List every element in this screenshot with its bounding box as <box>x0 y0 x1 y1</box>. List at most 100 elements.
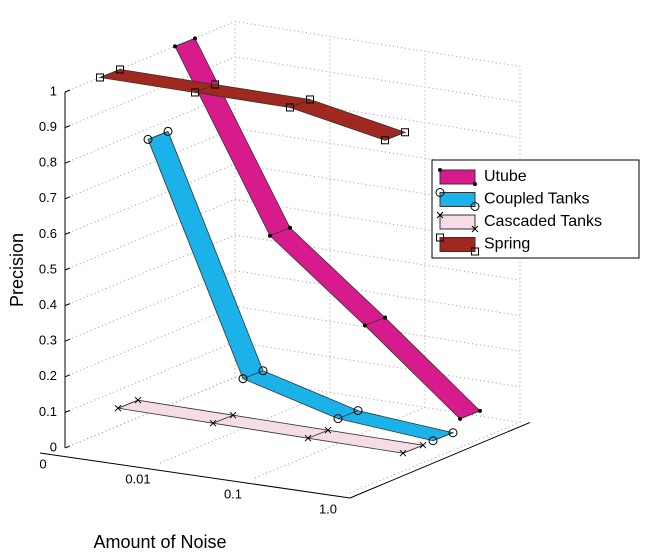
marker <box>116 65 124 74</box>
legend-swatch <box>439 169 476 185</box>
y-tick <box>64 89 71 93</box>
y-tick-label: 0.2 <box>39 368 57 383</box>
ribbon-edge <box>117 399 139 409</box>
grid-line <box>64 56 521 129</box>
marker <box>458 416 462 421</box>
marker <box>438 168 442 172</box>
ribbon <box>98 69 407 141</box>
y-tick <box>64 409 71 413</box>
marker <box>436 233 444 242</box>
grid-line <box>254 51 426 479</box>
marker <box>304 434 312 442</box>
y-tick-label: 0 <box>50 439 57 454</box>
x-axis-title: Amount of Noise <box>93 532 226 552</box>
ribbon-edge <box>174 37 196 47</box>
x-tick-label: 0.1 <box>224 486 242 501</box>
legend-label: Coupled Tanks <box>484 191 590 208</box>
ribbon-edge <box>402 444 424 454</box>
marker <box>306 95 314 104</box>
y-tick-label: 0.9 <box>39 119 57 134</box>
marker <box>383 315 387 320</box>
y-tick <box>64 374 71 378</box>
y-tick <box>64 160 71 164</box>
marker <box>173 44 177 49</box>
marker <box>428 436 438 446</box>
y-tick-label: 0.6 <box>39 226 57 241</box>
ribbon-edge <box>432 432 454 442</box>
y-tick-label: 0.5 <box>39 261 57 276</box>
marker <box>288 225 292 230</box>
legend-label: Utube <box>484 168 527 185</box>
y-tick-label: 0.4 <box>39 297 57 312</box>
legend-swatch <box>439 192 476 207</box>
marker <box>134 396 142 404</box>
x-tick-label: 1.0 <box>319 501 337 516</box>
marker <box>143 134 153 144</box>
marker <box>114 404 122 412</box>
grid-line <box>64 21 236 449</box>
legend-swatch <box>439 214 476 230</box>
legend-swatch <box>439 237 476 252</box>
y-tick <box>64 303 71 307</box>
marker <box>471 225 479 233</box>
marker <box>191 88 199 97</box>
marker <box>96 73 104 82</box>
ribbon-edge <box>269 227 291 237</box>
marker <box>163 126 173 136</box>
marker <box>229 411 237 419</box>
grid-line <box>64 234 521 307</box>
marker <box>471 247 479 256</box>
axis <box>349 421 531 499</box>
y-tick <box>64 196 71 200</box>
marker <box>333 414 343 424</box>
ribbon <box>147 130 455 442</box>
y-tick-label: 0.1 <box>39 404 57 419</box>
marker <box>258 366 268 376</box>
ribbon-edge <box>242 370 264 380</box>
marker <box>209 419 217 427</box>
marker <box>268 233 272 238</box>
y-tick-label: 1 <box>50 83 57 98</box>
grid-line <box>159 36 331 464</box>
legend-label: Spring <box>484 236 530 253</box>
y-axis-title: Precision <box>7 233 27 307</box>
marker <box>473 182 477 186</box>
marker <box>211 80 219 89</box>
marker <box>478 408 482 413</box>
y-tick-label: 0.8 <box>39 155 57 170</box>
marker <box>448 428 458 438</box>
y-tick-label: 0.7 <box>39 190 57 205</box>
y-tick <box>64 267 71 271</box>
legend-label: Cascaded Tanks <box>484 213 602 230</box>
marker <box>238 374 248 384</box>
ribbon-edge <box>307 429 329 439</box>
ribbon-edge <box>364 317 386 326</box>
marker <box>363 323 367 328</box>
marker <box>435 188 445 197</box>
ribbon-edge <box>147 131 169 140</box>
marker <box>353 406 363 416</box>
y-tick <box>64 338 71 342</box>
grid-line <box>64 305 521 378</box>
ribbon-edge <box>212 414 234 424</box>
marker <box>286 103 294 112</box>
y-tick <box>64 125 71 129</box>
ribbon-edge <box>337 410 359 419</box>
axis <box>39 452 351 499</box>
x-tick-label: 0.01 <box>125 471 150 486</box>
marker <box>436 211 444 219</box>
x-tick-label: 0 <box>39 456 46 471</box>
marker <box>324 426 332 434</box>
grid-line <box>64 198 521 271</box>
grid-line <box>349 66 521 494</box>
y-tick <box>64 231 71 235</box>
grid-line <box>64 270 521 342</box>
ribbon-edge <box>459 410 481 420</box>
marker <box>470 202 480 211</box>
y-tick-label: 0.3 <box>39 333 57 348</box>
marker <box>419 441 427 449</box>
marker <box>193 36 197 41</box>
marker <box>381 136 389 145</box>
marker <box>399 449 407 457</box>
